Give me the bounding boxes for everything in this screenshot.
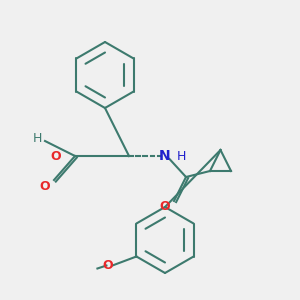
Text: H: H [33,131,42,145]
Text: O: O [103,259,113,272]
Text: O: O [50,149,61,163]
Text: N: N [159,149,171,163]
Text: O: O [40,179,50,193]
Text: O: O [160,200,170,214]
Text: H: H [177,149,186,163]
